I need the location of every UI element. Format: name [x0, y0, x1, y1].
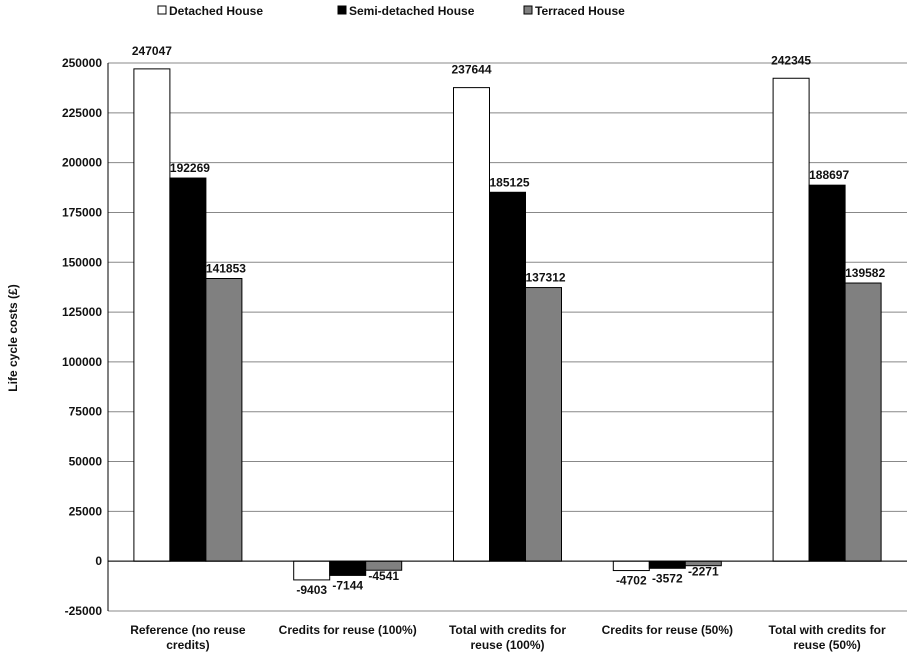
y-tick-label: 150000 — [62, 255, 102, 269]
bar — [648, 560, 686, 569]
bar — [844, 282, 882, 562]
legend-label: Semi-detached House — [349, 4, 475, 18]
data-label: 139582 — [845, 266, 885, 280]
bar — [169, 177, 207, 562]
x-category-label: Total with credits for — [769, 623, 886, 637]
data-label: 192269 — [170, 161, 210, 175]
data-label: -3572 — [652, 571, 683, 585]
data-label: 185125 — [490, 175, 530, 189]
legend-label: Terraced House — [535, 4, 625, 18]
data-label: -4541 — [368, 569, 399, 583]
legend: Detached House Semi-detached House Terrace… — [157, 4, 625, 18]
data-labels: 247047 192269 141853 -9403 -7144 -4541 237644 1… — [132, 44, 886, 597]
bars — [133, 68, 882, 581]
data-label: 137312 — [526, 271, 566, 285]
y-tick-label: 100000 — [62, 355, 102, 369]
bar — [293, 560, 331, 581]
x-category-label: reuse (100%) — [470, 638, 544, 652]
y-tick-label: 200000 — [62, 156, 102, 170]
legend-swatch — [157, 5, 167, 15]
bar — [133, 68, 171, 562]
data-label: 247047 — [132, 44, 172, 58]
y-tick-label: 25000 — [69, 504, 103, 518]
data-label: 188697 — [809, 168, 849, 182]
bar — [772, 77, 810, 562]
bar — [453, 87, 490, 562]
data-label: 242345 — [771, 53, 811, 67]
axes — [107, 63, 907, 611]
bar — [525, 287, 562, 562]
data-label: 141853 — [206, 262, 246, 276]
bar — [489, 191, 526, 562]
bar — [612, 560, 650, 572]
legend-swatch — [523, 5, 533, 15]
y-axis-ticks: -25000 0 25000 50000 75000 100000 125000 150000… — [62, 56, 102, 618]
y-axis-label: Life cycle costs (£) — [6, 284, 20, 391]
x-category-label: Credits for reuse (100%) — [279, 623, 417, 637]
y-tick-label: 225000 — [62, 106, 102, 120]
data-label: -2271 — [688, 565, 719, 579]
y-tick-label: 175000 — [62, 205, 102, 219]
data-label: -9403 — [296, 583, 327, 597]
y-tick-label: -25000 — [65, 604, 103, 618]
bar — [329, 560, 367, 576]
y-tick-label: 250000 — [62, 56, 102, 70]
data-label: -4702 — [616, 574, 647, 588]
y-tick-label: 50000 — [69, 455, 103, 469]
y-tick-label: 0 — [95, 554, 102, 568]
data-label: -7144 — [332, 578, 363, 592]
bar — [808, 184, 846, 562]
legend-label: Detached House — [169, 4, 263, 18]
legend-swatch — [337, 5, 347, 15]
x-category-label: Total with credits for — [449, 623, 566, 637]
x-category-label: reuse (50%) — [793, 638, 860, 652]
x-category-label: Reference (no reuse — [130, 623, 246, 637]
x-category-label: Credits for reuse (50%) — [602, 623, 733, 637]
data-label: 237644 — [451, 63, 491, 77]
y-tick-label: 75000 — [69, 405, 103, 419]
bar — [205, 278, 243, 562]
y-tick-label: 125000 — [62, 305, 102, 319]
x-category-label: credits) — [166, 638, 209, 652]
